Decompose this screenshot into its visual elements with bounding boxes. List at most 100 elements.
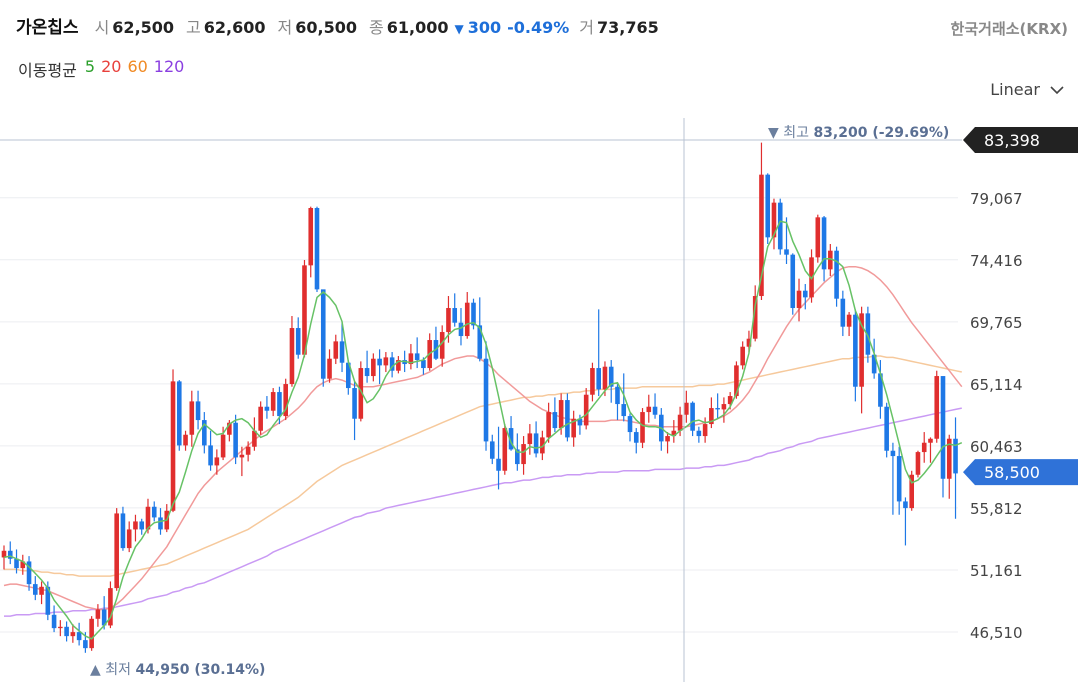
candle-body bbox=[364, 368, 370, 377]
candle bbox=[383, 352, 389, 373]
y-tick-label: 65,114 bbox=[970, 376, 1023, 394]
candle bbox=[114, 508, 119, 591]
candle bbox=[740, 341, 745, 370]
candle-body bbox=[740, 346, 745, 366]
y-tick-label: 55,812 bbox=[970, 500, 1023, 518]
candle-body bbox=[39, 586, 44, 595]
candle-body bbox=[727, 396, 733, 405]
candle-body bbox=[915, 452, 921, 475]
candle bbox=[433, 326, 439, 361]
candle bbox=[608, 360, 614, 403]
candle bbox=[784, 217, 789, 265]
candle bbox=[646, 394, 652, 423]
crosshair-price-label: 83,398 bbox=[984, 131, 1040, 150]
candle bbox=[14, 549, 19, 574]
candle bbox=[590, 362, 595, 402]
candle-body bbox=[633, 432, 639, 443]
candle bbox=[139, 518, 145, 535]
candle-body bbox=[14, 558, 19, 569]
candle-body bbox=[684, 402, 689, 415]
candle bbox=[76, 622, 82, 646]
candle-body bbox=[195, 401, 201, 421]
candle bbox=[414, 337, 420, 369]
y-tick-label: 74,416 bbox=[970, 252, 1023, 270]
candle bbox=[1, 545, 7, 570]
candle-body bbox=[546, 412, 551, 438]
candle bbox=[821, 215, 827, 282]
candle bbox=[377, 349, 382, 385]
candle-body bbox=[371, 358, 376, 377]
candle-body bbox=[696, 430, 702, 437]
candle bbox=[33, 576, 38, 601]
candle-body bbox=[890, 450, 896, 457]
candle-body bbox=[126, 529, 132, 549]
candle-body bbox=[615, 386, 620, 405]
stock-name[interactable]: 가온칩스 bbox=[16, 18, 79, 38]
candle bbox=[615, 384, 620, 421]
candle-body bbox=[170, 381, 176, 511]
candle bbox=[565, 393, 570, 442]
triangle-down-icon: ▼ bbox=[454, 22, 464, 36]
candle-body bbox=[515, 449, 520, 465]
candle-body bbox=[26, 561, 32, 585]
candle-body bbox=[777, 202, 783, 250]
candle-body bbox=[521, 444, 526, 465]
ma60-line bbox=[4, 355, 962, 577]
candle bbox=[771, 198, 777, 250]
candle-body bbox=[702, 424, 708, 437]
max-price-annotation: ▼ 최고 83,200 (-29.69%) bbox=[768, 125, 949, 141]
candle-body bbox=[220, 434, 226, 458]
candle bbox=[195, 390, 201, 430]
candle-body bbox=[709, 408, 714, 425]
candle-body bbox=[145, 506, 151, 530]
candle bbox=[709, 397, 714, 429]
candle bbox=[471, 298, 476, 330]
candle bbox=[521, 436, 526, 475]
candle-body bbox=[377, 358, 382, 366]
scale-dropdown[interactable]: Linear bbox=[990, 80, 1064, 99]
candle bbox=[7, 541, 13, 565]
candle-body bbox=[796, 290, 802, 309]
ma-legend-20[interactable]: 20 bbox=[101, 57, 122, 76]
candle bbox=[921, 432, 927, 463]
open-price: 62,500 bbox=[112, 18, 175, 37]
candle bbox=[333, 334, 339, 365]
candle bbox=[189, 390, 195, 447]
candle-body bbox=[671, 430, 677, 437]
candle-body bbox=[258, 406, 263, 431]
candle bbox=[896, 446, 902, 515]
candle-body bbox=[333, 341, 339, 359]
candle bbox=[633, 428, 639, 454]
candle bbox=[202, 412, 207, 454]
ma-legend-60[interactable]: 60 bbox=[127, 57, 148, 76]
candle-body bbox=[765, 174, 771, 238]
ma-legend-120[interactable]: 120 bbox=[153, 57, 185, 76]
candle-body bbox=[802, 290, 808, 298]
candle bbox=[934, 370, 940, 443]
candle-body bbox=[483, 358, 489, 442]
ma20-line bbox=[3, 265, 963, 611]
candle-body bbox=[421, 360, 426, 369]
candle-body bbox=[746, 338, 752, 347]
candle-body bbox=[865, 313, 871, 355]
candle-body bbox=[302, 265, 307, 355]
candle bbox=[258, 401, 263, 435]
candle-body bbox=[721, 404, 727, 410]
candle-body bbox=[446, 308, 451, 333]
candle bbox=[20, 554, 26, 575]
ma-legend-5[interactable]: 5 bbox=[84, 57, 96, 76]
candle-body bbox=[227, 422, 232, 435]
candle bbox=[239, 446, 245, 477]
candle bbox=[70, 624, 76, 643]
candle bbox=[364, 350, 370, 383]
candle-body bbox=[878, 373, 883, 407]
candle-body bbox=[33, 584, 38, 595]
candles bbox=[1, 142, 958, 653]
candle bbox=[690, 401, 695, 437]
candle bbox=[915, 450, 921, 478]
candle bbox=[58, 620, 63, 637]
y-tick-label: 46,510 bbox=[970, 624, 1023, 642]
candle bbox=[295, 317, 301, 359]
candle-body bbox=[214, 457, 220, 466]
